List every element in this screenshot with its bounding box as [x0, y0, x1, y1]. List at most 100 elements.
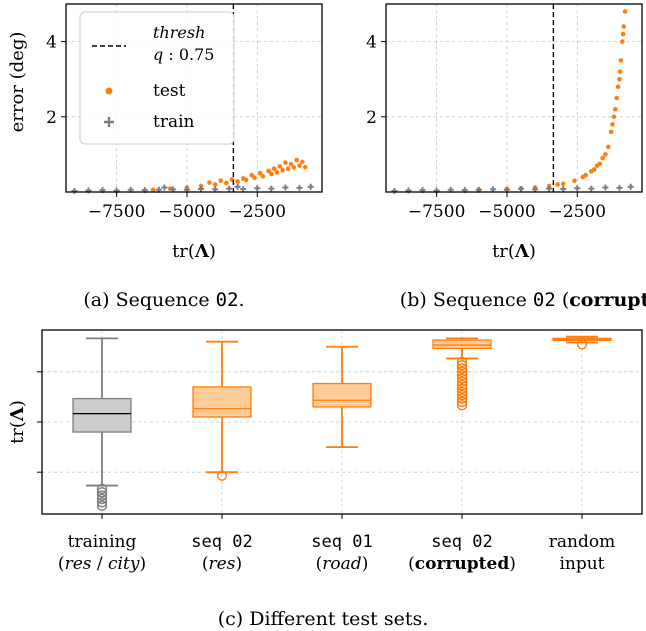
- point-test: [150, 187, 156, 193]
- point-train: [198, 185, 205, 192]
- x-tick-label: −7500: [408, 202, 466, 222]
- x-tick-label: −2500: [549, 202, 607, 222]
- caption-b: (b) Sequence 02 (corrupted).: [400, 289, 646, 311]
- point-train: [226, 185, 233, 192]
- point-test: [249, 172, 254, 178]
- point-train: [282, 184, 289, 191]
- caption-c: (c) Different test sets.: [218, 608, 429, 630]
- point-test: [620, 31, 626, 37]
- outlier: [456, 376, 468, 388]
- legend-threshold-quantile: q : 0.75: [153, 45, 214, 64]
- x-axis-label-part: Λ: [514, 241, 530, 262]
- category-label-line2: (res): [202, 554, 242, 574]
- category-label-line2-part: res: [65, 554, 92, 574]
- outlier: [96, 490, 108, 501]
- point-train: [307, 183, 314, 190]
- point-train: [391, 187, 398, 194]
- legend-threshold-label: thresh: [153, 23, 205, 42]
- point-test: [560, 181, 566, 187]
- category-label-line2-part: /: [91, 554, 108, 574]
- point-test: [257, 170, 263, 176]
- point-test: [555, 182, 560, 187]
- point-train: [560, 185, 567, 192]
- point-test: [288, 161, 294, 167]
- outlier: [96, 483, 108, 495]
- outlier: [96, 493, 108, 505]
- category-label-line2-part: ): [139, 554, 146, 574]
- y-axis-label-part: Λ: [7, 406, 28, 422]
- x-axis-label-part: ): [529, 241, 536, 262]
- legend-test-swatch: [105, 87, 113, 95]
- x-axis-label: tr(Λ): [172, 241, 216, 262]
- category-label-line1-part: training: [68, 532, 137, 552]
- category-label-line1: random: [549, 532, 615, 552]
- point-train: [546, 185, 553, 192]
- outlier: [576, 339, 588, 350]
- point-test: [260, 173, 266, 179]
- category-label-line1-part: seq 01: [311, 532, 372, 552]
- category-label-line1: seq 02: [191, 532, 252, 552]
- outlier: [96, 497, 108, 508]
- outlier: [456, 383, 468, 394]
- outlier: [456, 373, 468, 384]
- point-test: [617, 69, 623, 74]
- point-test: [277, 164, 283, 169]
- x-axis-label-part: tr(: [492, 241, 515, 262]
- caption-b-part: 02: [533, 289, 556, 311]
- caption-b-part: (b) Sequence: [400, 289, 533, 311]
- category-label-line1: seq 01: [311, 532, 372, 552]
- point-test: [240, 176, 246, 181]
- legend-train-swatch: [104, 117, 114, 127]
- category-label-line2-part: (: [316, 554, 323, 574]
- outlier: [456, 369, 468, 381]
- point-test: [300, 159, 305, 165]
- category-label-line2-part: input: [559, 554, 604, 574]
- point-test: [280, 167, 285, 173]
- x-axis-label: tr(Λ): [492, 241, 536, 262]
- point-test: [600, 155, 605, 161]
- legend-threshold-quantile-part: : 0.75: [163, 45, 214, 64]
- plot-frame: [385, 3, 643, 193]
- legend: thresh q : 0.75 test train: [79, 11, 235, 145]
- point-test: [269, 171, 274, 177]
- plot-frame: [65, 3, 323, 193]
- point-test: [622, 9, 628, 14]
- caption-a: (a) Sequence 02.: [83, 289, 244, 311]
- point-test: [212, 182, 218, 187]
- category-label-line2: (corrupted): [408, 554, 516, 574]
- x-tick-label: −5000: [158, 202, 216, 222]
- panel-b: −7500 −5000 −2500 2 4 tr(Λ) (b) Sequence 02 (c…: [366, 3, 646, 311]
- point-test: [608, 129, 614, 135]
- point-test: [591, 167, 597, 172]
- box-0: [72, 337, 132, 511]
- point-train: [254, 185, 261, 192]
- point-train: [161, 184, 168, 191]
- y-tick-label: 2: [366, 108, 377, 128]
- category-label-line2-part: (: [408, 554, 415, 574]
- box-2: [312, 345, 372, 448]
- point-train: [627, 183, 634, 190]
- caption-a-part: (a) Sequence: [83, 289, 215, 311]
- category-label-line2-part: ): [235, 554, 242, 574]
- legend-box: [79, 11, 235, 145]
- y-tick-label: 2: [46, 108, 57, 128]
- outlier: [96, 500, 108, 511]
- x-tick-label: −5000: [478, 202, 536, 222]
- outlier: [456, 366, 468, 378]
- point-test: [224, 180, 229, 186]
- category-label-line2: (road): [316, 554, 369, 574]
- caption-b-part: (: [556, 289, 569, 311]
- point-test: [615, 84, 621, 90]
- point-test: [198, 183, 204, 189]
- point-train: [71, 187, 78, 194]
- outlier: [456, 393, 468, 404]
- point-train: [296, 184, 303, 191]
- point-train: [518, 185, 525, 192]
- outlier: [456, 356, 468, 367]
- point-test: [266, 168, 271, 174]
- outlier: [456, 396, 468, 408]
- point-train: [602, 184, 609, 191]
- point-test: [285, 166, 291, 171]
- caption-a-part: .: [239, 289, 245, 311]
- category-label-line2-part: res: [209, 554, 236, 574]
